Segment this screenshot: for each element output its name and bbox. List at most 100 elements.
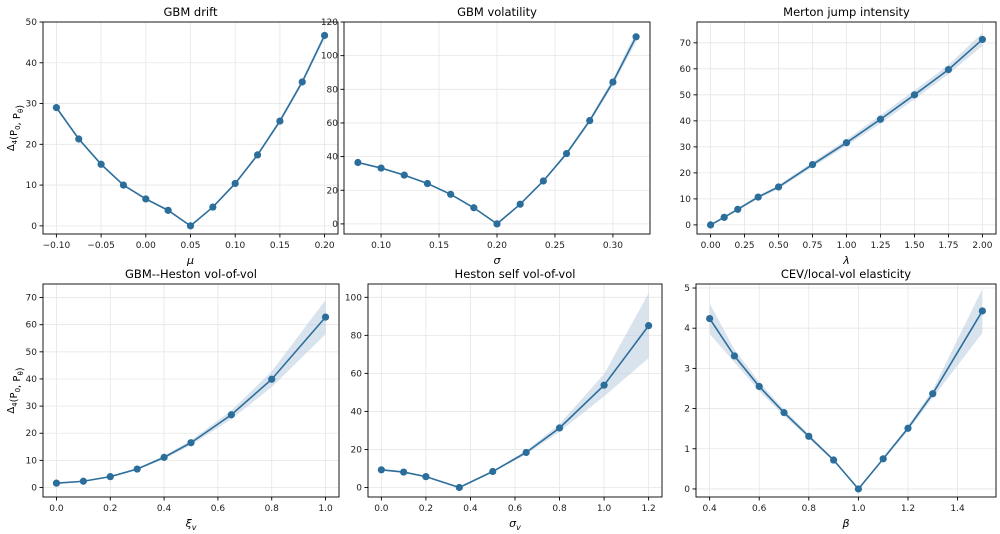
y-tick-label: 40 [26, 59, 38, 69]
data-point [609, 78, 617, 86]
y-tick-label: 100 [345, 293, 362, 303]
axes-frame [42, 283, 340, 498]
x-tick-label: 1.75 [938, 241, 958, 251]
y-tick-label: 40 [327, 153, 339, 163]
data-point [780, 409, 788, 417]
data-point [489, 467, 497, 476]
x-tick-label: 1.0 [597, 504, 612, 514]
data-point [133, 465, 141, 473]
data-point [879, 455, 887, 463]
data-point [904, 424, 912, 432]
y-tick-label: 30 [680, 143, 692, 153]
x-tick-label: 0.15 [270, 241, 290, 251]
data-point [142, 195, 150, 203]
data-point [186, 222, 195, 230]
y-tick-label: 4 [684, 324, 690, 334]
y-tick-label: 3 [684, 364, 690, 374]
y-tick-label: 0 [31, 222, 37, 232]
y-tick-label: 100 [321, 52, 338, 62]
y-tick-label: 50 [26, 18, 38, 28]
data-point [706, 314, 714, 323]
data-point [321, 313, 330, 321]
y-axis-label: Δ4(P0, Pθ) [6, 367, 26, 413]
x-tick-label: 0.4 [463, 504, 478, 514]
data-point [854, 485, 862, 493]
y-tick-label: 10 [26, 181, 38, 191]
data-point [377, 164, 385, 172]
y-tick-label: 0 [684, 485, 690, 495]
data-point [227, 411, 235, 419]
data-point [52, 479, 61, 487]
y-tick-label: 70 [680, 39, 692, 49]
x-tick-label: 0.0 [49, 504, 64, 514]
data-point [97, 160, 105, 168]
data-point [400, 468, 408, 476]
x-tick-label: 1.00 [836, 241, 856, 251]
data-point [730, 352, 739, 360]
data-point [645, 322, 653, 330]
y-tick-label: 80 [351, 331, 363, 341]
data-point [562, 149, 571, 158]
subplot-5: 0.0 0.2 0.4 0.6 0.8 1.0 1.2 0 20 40 60 80 100 Heston … [345, 267, 663, 532]
subplot-1: −0.10 −0.05 0.00 0.05 0.10 0.15 0.20 0 10 20 30 40 5… [6, 5, 339, 267]
x-tick-label: 0.2 [103, 504, 117, 514]
data-point [268, 375, 276, 383]
y-tick-label: 60 [327, 119, 339, 129]
x-tick-label: 0.6 [211, 504, 226, 514]
confidence-band [56, 300, 326, 484]
x-tick-label: 1.50 [904, 241, 924, 251]
y-tick-label: 40 [351, 407, 363, 417]
data-point [422, 473, 430, 481]
x-tick-label: 0.05 [180, 241, 200, 251]
subplot-title: GBM volatility [457, 5, 537, 19]
x-tick-label: 0.50 [769, 241, 789, 251]
data-point [720, 213, 728, 221]
y-tick-label: 30 [26, 402, 38, 412]
data-point [276, 117, 284, 125]
y-tick-label: 70 [26, 294, 38, 304]
x-tick-label: 0.8 [265, 504, 280, 514]
y-tick-label: 40 [680, 117, 692, 127]
axes-frame [695, 283, 997, 498]
subplot-4: 0.0 0.2 0.4 0.6 0.8 1.0 0 10 20 30 40 50 60 70 GBM--He… [6, 267, 340, 532]
y-tick-label: 1 [684, 445, 690, 455]
data-point [231, 179, 239, 188]
x-tick-label: 0.0 [374, 504, 389, 514]
y-tick-label: 50 [680, 91, 692, 101]
y-tick-label: 10 [26, 456, 38, 466]
data-point [755, 382, 763, 391]
x-tick-label: 1.0 [851, 504, 866, 514]
data-point [944, 66, 953, 74]
series-line [56, 316, 327, 484]
subplot-title: Heston self vol-of-vol [455, 267, 576, 281]
data-point [79, 477, 87, 485]
data-point [253, 151, 262, 159]
series-line [708, 310, 984, 491]
data-point [320, 31, 329, 40]
x-tick-label: 1.2 [641, 504, 655, 514]
y-tick-label: 2 [684, 405, 690, 415]
data-point [842, 139, 851, 147]
data-point [377, 466, 385, 474]
data-point [209, 203, 217, 211]
y-axis-label: Δ4(P0, Pθ) [6, 105, 26, 151]
data-point [830, 456, 838, 464]
data-point [52, 104, 61, 112]
data-point [586, 116, 594, 125]
x-axis-label: ξv [185, 517, 197, 532]
data-point [522, 448, 530, 457]
x-axis-label: σ [494, 254, 502, 267]
y-tick-label: 0 [332, 220, 338, 230]
data-point [160, 453, 168, 461]
data-point [555, 424, 564, 432]
x-tick-label: 0.6 [752, 504, 767, 514]
y-tick-label: 20 [351, 445, 363, 455]
subplot-title: CEV/local-vol elasticity [781, 267, 911, 281]
x-tick-label: 1.0 [318, 504, 333, 514]
x-tick-label: 0.6 [508, 504, 523, 514]
y-tick-label: 5 [684, 284, 690, 294]
y-tick-label: 60 [680, 65, 692, 75]
data-point [600, 381, 608, 389]
data-point [734, 205, 742, 213]
x-tick-label: 0.4 [157, 504, 172, 514]
